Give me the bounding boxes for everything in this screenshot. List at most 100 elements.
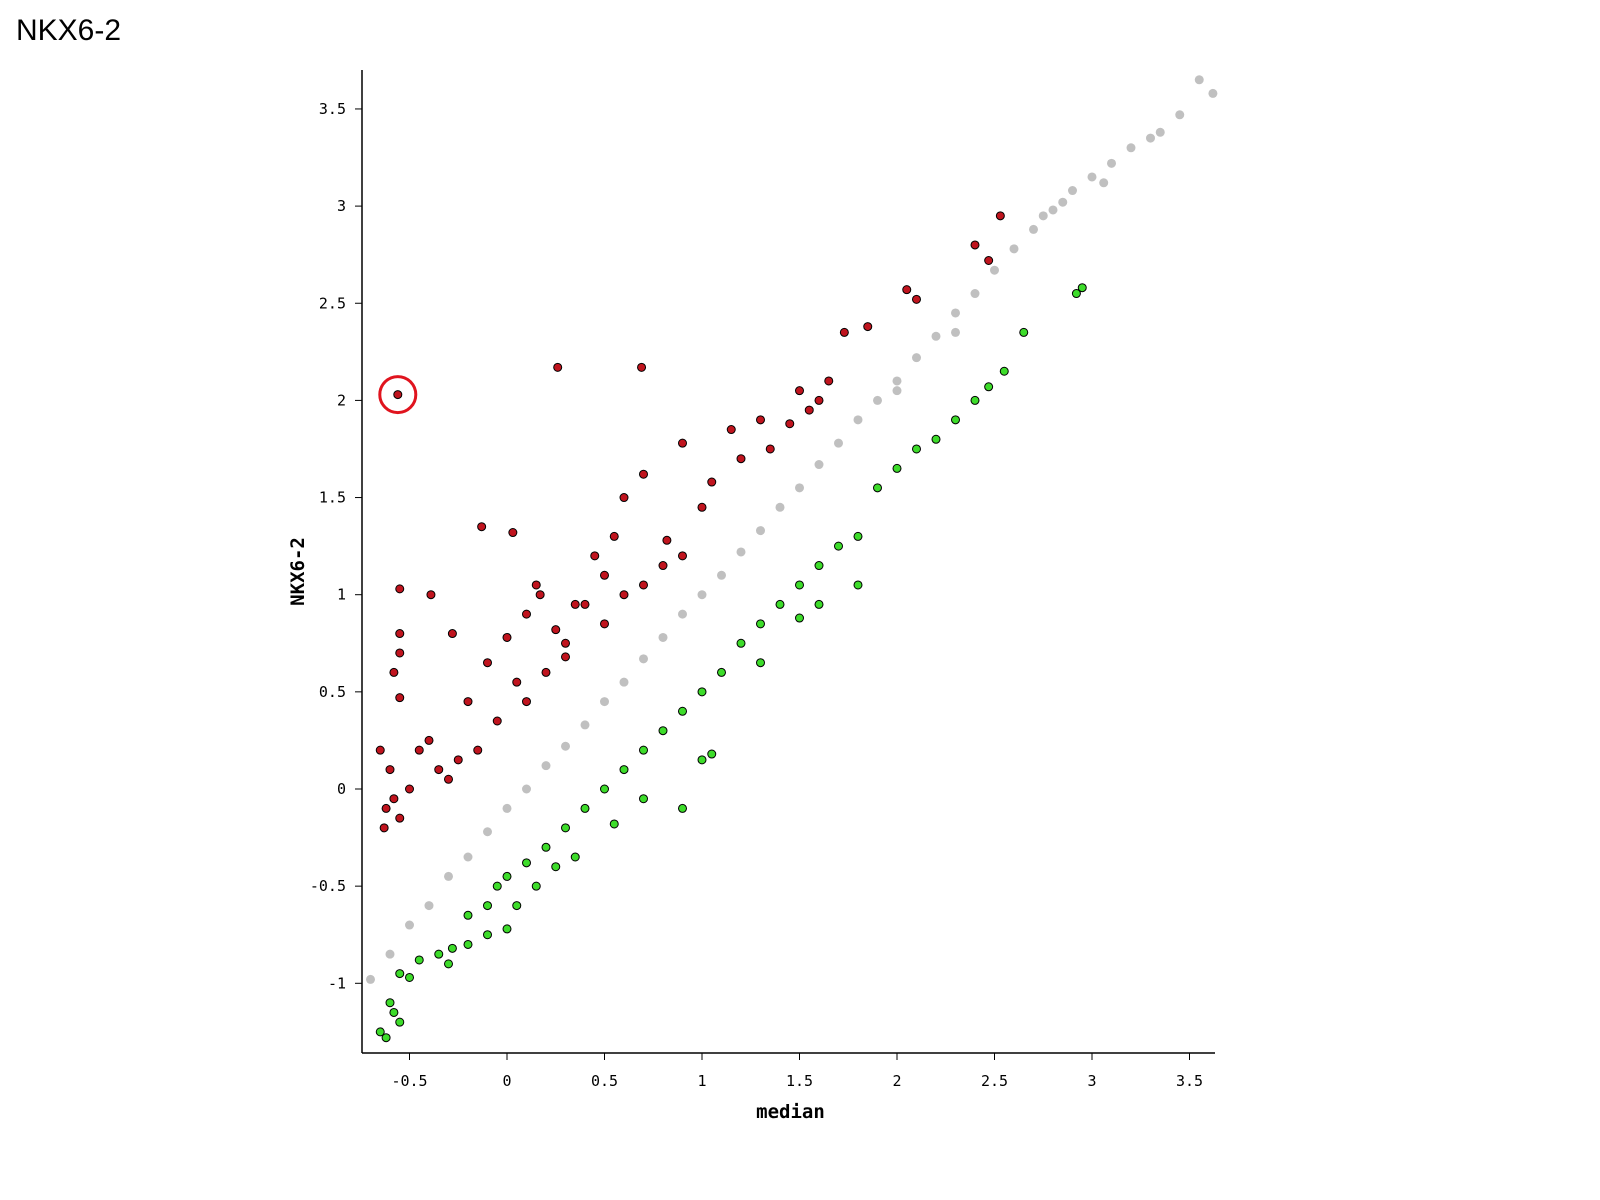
y-tick-label: 2.5	[319, 294, 346, 312]
down-point	[639, 794, 648, 804]
down-point	[658, 726, 668, 736]
down-point	[447, 943, 457, 953]
up-point	[381, 803, 391, 813]
highlight-ring	[378, 375, 418, 415]
up-point	[395, 693, 405, 703]
up-point	[600, 570, 609, 580]
down-point	[492, 881, 502, 891]
up-point	[912, 294, 921, 304]
up-point	[678, 551, 687, 561]
background-point	[366, 974, 375, 984]
up-point	[662, 535, 672, 545]
up-point	[984, 256, 994, 266]
down-point	[395, 1017, 405, 1027]
background-point	[541, 761, 551, 771]
up-point	[824, 376, 834, 386]
background-point	[990, 265, 999, 275]
up-point	[839, 327, 849, 337]
background-point	[912, 353, 921, 363]
background-point	[483, 827, 492, 837]
background-point	[1068, 186, 1077, 196]
down-point	[531, 881, 541, 891]
x-tick-label: 3	[1087, 1072, 1096, 1090]
background-point	[1087, 172, 1097, 182]
down-point	[678, 803, 687, 813]
background-point	[951, 327, 960, 337]
background-point	[405, 920, 414, 930]
up-point	[639, 469, 648, 479]
background-point	[1048, 205, 1058, 215]
x-tick-label: 3.5	[1176, 1072, 1203, 1090]
down-point	[389, 1007, 399, 1017]
up-point	[395, 629, 405, 639]
up-point	[765, 444, 775, 454]
up-point	[531, 580, 541, 590]
up-point	[385, 765, 395, 775]
x-tick-label: 1.5	[786, 1072, 813, 1090]
up-point	[619, 493, 629, 503]
x-tick-label: 0	[502, 1072, 511, 1090]
background-point	[639, 654, 648, 664]
up-point	[995, 211, 1005, 221]
background-point	[463, 852, 473, 862]
up-point	[553, 362, 563, 372]
down-point	[707, 749, 717, 759]
up-point	[389, 667, 399, 677]
up-point	[637, 362, 647, 372]
background-point	[678, 609, 687, 619]
highlight-layer	[378, 375, 418, 415]
down-point	[580, 803, 590, 813]
down-point	[381, 1033, 391, 1043]
up-point	[619, 590, 629, 600]
down-point	[414, 955, 424, 965]
x-tick-label: 1	[697, 1072, 706, 1090]
background-point	[1009, 244, 1019, 254]
up-point	[477, 522, 487, 532]
background-point	[951, 308, 960, 318]
up-point	[551, 625, 561, 635]
down-point	[609, 819, 619, 829]
background-point	[424, 901, 434, 911]
up-point	[785, 419, 795, 429]
up-point	[395, 584, 405, 594]
down-point	[1071, 289, 1081, 299]
background-point	[1208, 88, 1218, 98]
down-point	[795, 613, 804, 623]
down-point	[385, 998, 395, 1008]
down-point	[375, 1027, 385, 1037]
down-point	[1077, 283, 1087, 293]
down-point	[736, 638, 746, 648]
background-point	[1029, 224, 1038, 234]
background-point	[522, 784, 531, 794]
up-point	[970, 240, 980, 250]
down-point	[814, 561, 824, 571]
down-point	[1019, 327, 1029, 337]
up-point	[580, 599, 590, 609]
down-point	[834, 541, 843, 551]
down-point	[463, 939, 473, 949]
up-point	[522, 609, 531, 619]
up-point	[453, 755, 463, 765]
down-point	[814, 599, 824, 609]
up-point	[678, 438, 687, 448]
background-point	[756, 526, 765, 536]
down-point	[570, 852, 580, 862]
y-tick-label: 1.5	[319, 489, 346, 507]
background-point	[931, 331, 941, 341]
up-point	[697, 502, 707, 512]
up-point	[379, 823, 389, 833]
up-point	[483, 658, 492, 668]
background-point	[658, 632, 668, 642]
background-point	[385, 949, 395, 959]
down-point	[912, 444, 921, 454]
down-point	[984, 382, 994, 392]
background-point	[814, 460, 824, 470]
y-tick-label: 0.5	[319, 683, 346, 701]
up-point	[639, 580, 648, 590]
y-tick-label: 0	[337, 780, 346, 798]
down-point	[756, 658, 765, 668]
up-point	[600, 619, 609, 629]
background-point	[619, 677, 629, 687]
down-point	[717, 667, 726, 677]
up-point	[736, 454, 746, 464]
